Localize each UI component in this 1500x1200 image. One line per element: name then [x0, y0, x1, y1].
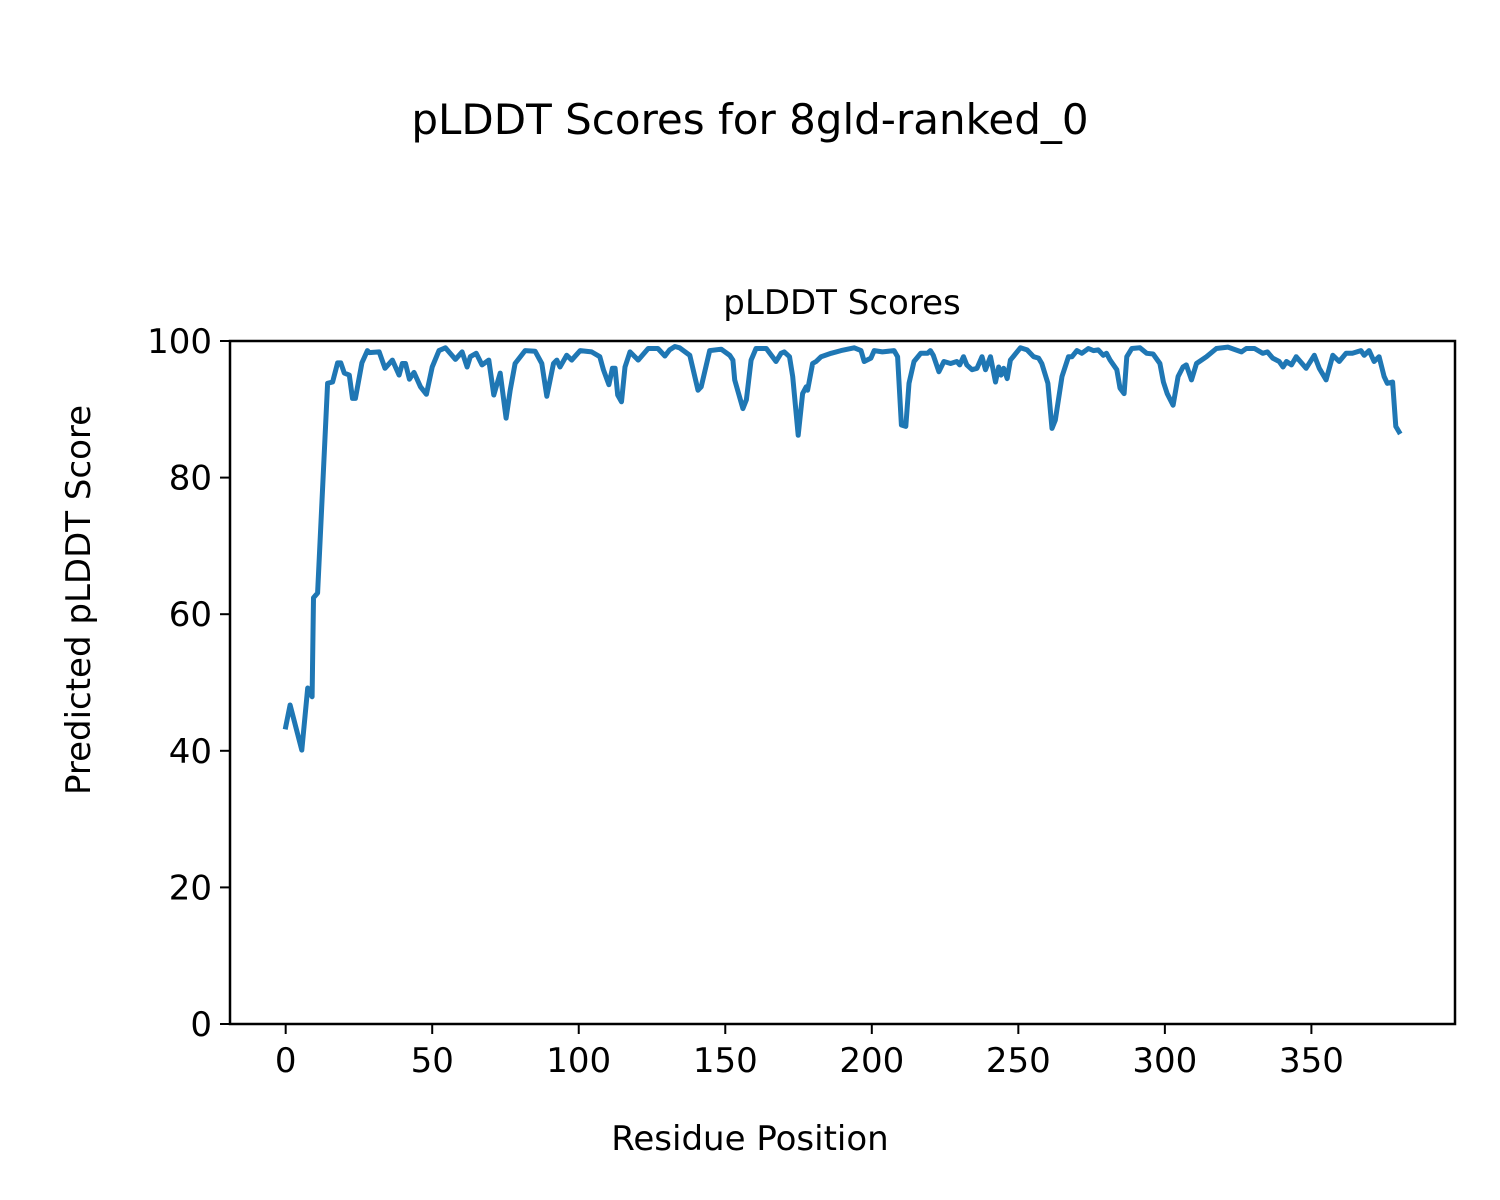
x-axis-label: Residue Position — [611, 1119, 888, 1159]
axes-title: pLDDT Scores — [723, 283, 960, 323]
x-tick-label: 150 — [693, 1041, 758, 1081]
y-tick-label: 100 — [147, 322, 212, 362]
y-axis: 0 20 40 60 80 100 — [147, 322, 230, 1045]
y-tick-label: 0 — [190, 1005, 212, 1045]
figure-title: pLDDT Scores for 8gld-ranked_0 — [411, 95, 1088, 144]
y-tick-label: 20 — [169, 868, 212, 908]
y-tick-label: 40 — [169, 732, 212, 772]
x-tick-label: 350 — [1279, 1041, 1344, 1081]
y-axis-label: Predicted pLDDT Score — [59, 405, 99, 795]
x-tick-label: 0 — [275, 1041, 297, 1081]
x-tick-label: 200 — [839, 1041, 904, 1081]
series-line-plddt — [282, 344, 1403, 753]
x-axis: 0 50 100 150 200 250 300 350 — [275, 1024, 1344, 1081]
x-tick-label: 300 — [1132, 1041, 1197, 1081]
series-lines — [282, 344, 1403, 753]
plot-frame — [228, 339, 1457, 1026]
x-tick-label: 100 — [546, 1041, 611, 1081]
x-tick-label: 250 — [986, 1041, 1051, 1081]
x-tick-label: 50 — [411, 1041, 454, 1081]
y-tick-label: 80 — [169, 459, 212, 499]
y-tick-label: 60 — [169, 595, 212, 635]
